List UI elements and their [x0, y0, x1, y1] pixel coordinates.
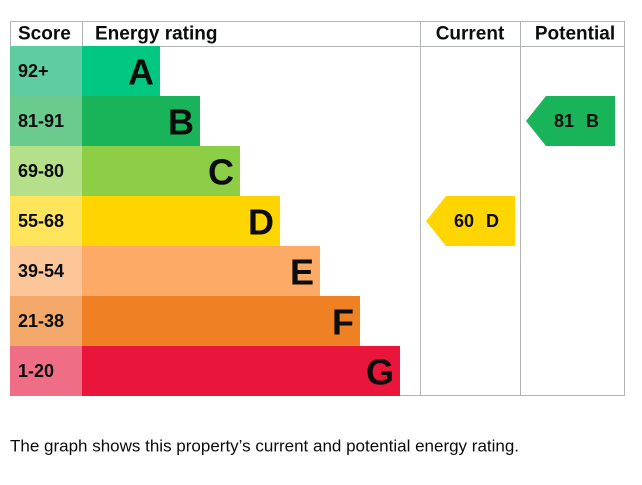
rating-bar: [82, 96, 200, 146]
rating-bar: [82, 346, 400, 396]
current-score: 60: [454, 211, 474, 231]
header: Energy rating: [95, 24, 217, 45]
score-cell: [10, 246, 82, 296]
score-cell: [10, 196, 82, 246]
rating-bar: [82, 46, 160, 96]
potential-letter: B: [586, 111, 599, 131]
score-label: 69-80: [18, 161, 64, 181]
score-label: 92+: [18, 61, 49, 81]
rating-bar: [82, 196, 280, 246]
header: Current: [436, 24, 505, 45]
rating-letter: G: [366, 352, 394, 393]
score-cell: [10, 146, 82, 196]
score-cell: [10, 296, 82, 346]
score-cell: [10, 46, 82, 96]
score-label: 1-20: [18, 361, 54, 381]
potential-score: 81: [554, 111, 574, 131]
rating-letter: C: [208, 152, 234, 193]
header: Score: [18, 24, 71, 45]
current-letter: D: [486, 211, 499, 231]
score-label: 21-38: [18, 311, 64, 331]
rating-letter: B: [168, 102, 194, 143]
header: Potential: [535, 24, 615, 45]
caption: The graph shows this property’s current …: [10, 437, 519, 456]
rating-bar: [82, 146, 240, 196]
potential-arrow: [526, 96, 615, 146]
rating-letter: E: [290, 252, 314, 293]
rating-letter: D: [248, 202, 274, 243]
rating-letter: F: [332, 302, 354, 343]
score-cell: [10, 346, 82, 396]
rating-bar: [82, 246, 320, 296]
current-arrow: [426, 196, 515, 246]
score-label: 39-54: [18, 261, 64, 281]
rating-letter: A: [128, 52, 154, 93]
rating-bar: [82, 296, 360, 346]
score-label: 55-68: [18, 211, 64, 231]
score-label: 81-91: [18, 111, 64, 131]
score-cell: [10, 96, 82, 146]
